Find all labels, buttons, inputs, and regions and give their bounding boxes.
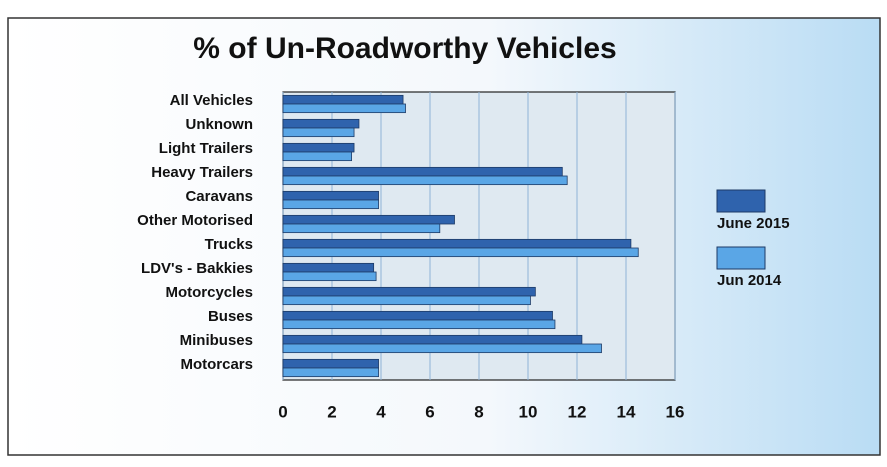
bar [282,319,556,330]
y-tick-label: Light Trailers [159,140,253,157]
bar [282,166,563,177]
bar [282,238,632,249]
y-tick-label: Motorcycles [165,284,253,301]
y-tick-label: All Vehicles [170,92,253,109]
y-tick-label: Buses [208,308,253,325]
bar [282,223,441,234]
bar [282,358,379,369]
x-tick-label: 0 [278,402,287,421]
bar [282,262,375,273]
legend-swatch [716,189,766,213]
x-tick-label: 14 [617,402,636,421]
bar [282,127,355,138]
chart-title: % of Un-Roadworthy Vehicles [193,32,616,65]
y-tick-label: Motorcars [180,356,253,373]
bar [282,310,553,321]
legend-label: Jun 2014 [717,272,782,289]
y-tick-label: Other Motorised [137,212,253,229]
x-tick-label: 12 [568,402,587,421]
bar [282,175,568,186]
bar [282,271,377,282]
y-tick-label: Unknown [186,116,254,133]
x-tick-label: 6 [425,402,434,421]
bar [282,286,536,297]
bar [282,247,639,258]
bar [282,142,355,153]
y-tick-label: Caravans [185,188,253,205]
bar [282,343,602,354]
bar [282,151,352,162]
legend-swatch [716,246,766,270]
bar [282,103,406,114]
x-tick-label: 10 [519,402,538,421]
bar [282,334,583,345]
legend-label: June 2015 [717,215,790,232]
bar [282,367,379,378]
bar [282,295,531,306]
bar [282,118,360,129]
y-tick-label: Heavy Trailers [151,164,253,181]
bar [282,190,379,201]
bar [282,214,455,225]
x-tick-label: 8 [474,402,483,421]
bar [282,94,404,105]
y-tick-label: Trucks [205,236,253,253]
bar [282,199,379,210]
x-tick-label: 2 [327,402,336,421]
y-tick-label: LDV's - Bakkies [141,260,253,277]
x-tick-label: 4 [376,402,386,421]
y-tick-label: Minibuses [180,332,253,349]
x-tick-label: 16 [666,402,685,421]
